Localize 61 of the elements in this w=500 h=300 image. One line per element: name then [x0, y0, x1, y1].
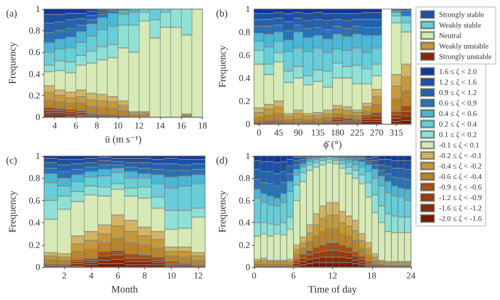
x-tick-label: 180 — [330, 128, 345, 138]
x-tick-label: 6 — [74, 120, 79, 131]
x-tick-label: 2 — [62, 270, 67, 281]
x-tick-label: 0 — [256, 128, 262, 138]
x-tick-label: 45 — [274, 128, 284, 138]
chart-title: (d) — [216, 156, 228, 166]
y-axis-title: Frequency — [8, 42, 18, 84]
x-tick-label: 4 — [52, 120, 58, 131]
x-tick-label: 6 — [116, 270, 121, 281]
x-tick-label: 12 — [194, 270, 203, 281]
x-tick-label: 6 — [291, 270, 296, 281]
y-tick-label: 0.4 — [28, 218, 41, 228]
y-tick-label: 0.8 — [28, 26, 41, 36]
y-tick-label: 0.6 — [28, 195, 41, 206]
chart-title: (a) — [6, 8, 18, 20]
x-axis-title: ū (m s⁻¹) — [105, 134, 142, 146]
y-tick-label: 1 — [36, 4, 40, 14]
x-tick-label: 10 — [166, 270, 176, 281]
y-axis-title: Frequency — [8, 190, 18, 233]
y-tick-label: 0.8 — [238, 27, 251, 37]
y-tick-label: 1 — [36, 151, 40, 161]
y-tick-label: 0 — [36, 112, 41, 122]
y-axis-title: Frequency — [218, 190, 228, 233]
y-tick-label: 0.8 — [28, 173, 41, 184]
chart-title: (b) — [216, 8, 228, 20]
y-tick-label: 0.2 — [28, 240, 40, 250]
x-tick-label: 10 — [114, 120, 124, 131]
chart-title: (c) — [6, 156, 18, 166]
x-tick-label: 24 — [406, 270, 416, 281]
y-tick-label: 0.6 — [238, 50, 251, 60]
y-tick-label: 0.4 — [28, 68, 41, 79]
x-tick-label: 8 — [94, 120, 100, 131]
x-tick-label: 14 — [156, 120, 166, 131]
x-axis-title: Month — [111, 284, 138, 296]
y-tick-label: 0.2 — [238, 240, 250, 250]
x-tick-label: 16 — [176, 120, 186, 131]
y-tick-label: 1 — [246, 4, 250, 14]
x-tick-label: 90 — [294, 128, 304, 138]
x-tick-label: 12 — [328, 270, 338, 281]
x-tick-label: 135 — [311, 128, 326, 138]
y-tick-label: 0 — [246, 262, 251, 272]
y-tick-label: 1 — [246, 151, 250, 161]
x-tick-label: 12 — [134, 120, 144, 131]
y-tick-label: 0.6 — [28, 47, 41, 58]
x-axis-title: Time of day — [308, 284, 357, 296]
y-tick-label: 0 — [36, 262, 41, 272]
x-tick-label: 4 — [88, 270, 94, 281]
x-tick-label: 315 — [390, 128, 404, 138]
y-tick-label: 0.8 — [238, 173, 251, 184]
y-tick-label: 0.4 — [238, 218, 251, 228]
x-tick-label: 8 — [142, 270, 148, 281]
y-tick-label: 0.2 — [28, 90, 40, 100]
y-tick-label: 0.4 — [238, 73, 251, 83]
y-axis-title: Frequency — [218, 45, 228, 88]
y-tick-label: 0.6 — [238, 195, 251, 206]
x-tick-label: 18 — [367, 270, 377, 281]
x-tick-label: 18 — [198, 120, 208, 131]
x-tick-label: 270 — [370, 128, 384, 138]
x-axis-title: ϕ̄ (°) — [323, 140, 342, 150]
y-tick-label: 0.2 — [238, 96, 250, 106]
x-tick-label: 225 — [350, 128, 364, 138]
